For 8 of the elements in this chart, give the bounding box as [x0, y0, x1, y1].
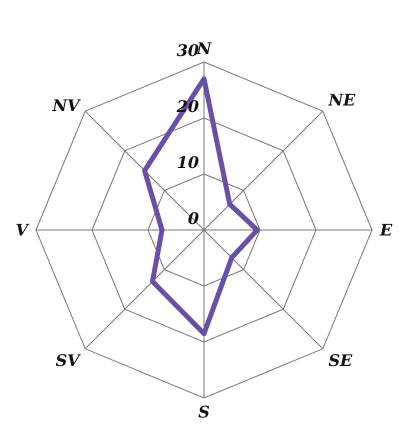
spoke-label: NV	[52, 96, 82, 116]
spoke-label: E	[379, 220, 393, 240]
spoke-label: V	[16, 220, 30, 240]
spoke-label: SV	[56, 350, 82, 370]
spoke-label: S	[198, 402, 210, 422]
spoke-label: NE	[327, 90, 356, 110]
spoke-label: SE	[328, 350, 354, 370]
y-tick-label: 10	[176, 153, 199, 172]
